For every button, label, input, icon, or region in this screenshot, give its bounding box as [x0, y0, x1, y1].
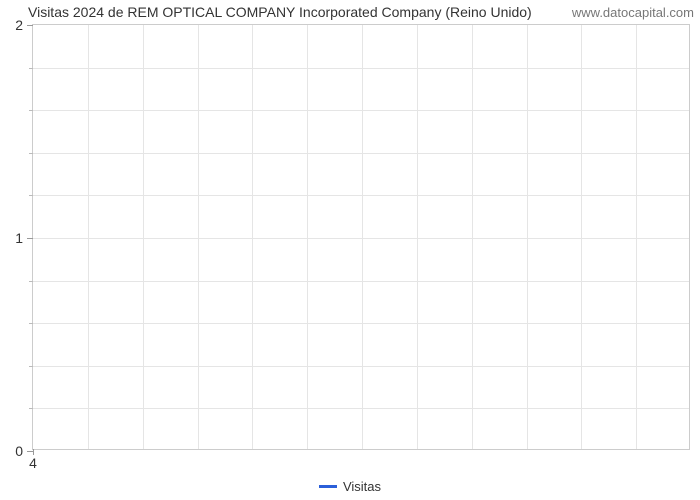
grid-horizontal [33, 153, 689, 154]
grid-vertical [143, 25, 144, 449]
legend-swatch-icon [319, 485, 337, 488]
y-minor-tick [29, 408, 33, 409]
grid-vertical [417, 25, 418, 449]
y-minor-tick [29, 153, 33, 154]
x-axis-label: 4 [29, 455, 37, 471]
chart-legend: Visitas [0, 479, 700, 494]
chart-title: Visitas 2024 de REM OPTICAL COMPANY Inco… [28, 4, 532, 20]
grid-vertical [252, 25, 253, 449]
grid-vertical [198, 25, 199, 449]
y-minor-tick [29, 195, 33, 196]
plot-region: 0124 [32, 24, 690, 450]
chart-watermark: www.datocapital.com [572, 5, 694, 20]
chart-plot-area: 0124 [32, 24, 690, 450]
grid-vertical [636, 25, 637, 449]
y-axis-label: 1 [15, 230, 23, 246]
grid-horizontal [33, 68, 689, 69]
y-minor-tick [29, 281, 33, 282]
grid-horizontal [33, 281, 689, 282]
y-axis-label: 0 [15, 443, 23, 459]
grid-vertical [472, 25, 473, 449]
y-minor-tick [29, 366, 33, 367]
legend-label: Visitas [343, 479, 381, 494]
y-minor-tick [29, 323, 33, 324]
grid-horizontal [33, 238, 689, 239]
chart-header: Visitas 2024 de REM OPTICAL COMPANY Inco… [0, 4, 700, 20]
grid-horizontal [33, 195, 689, 196]
y-axis-label: 2 [15, 17, 23, 33]
grid-vertical [581, 25, 582, 449]
y-minor-tick [29, 68, 33, 69]
grid-vertical [362, 25, 363, 449]
y-minor-tick [29, 110, 33, 111]
grid-vertical [88, 25, 89, 449]
grid-vertical [527, 25, 528, 449]
grid-horizontal [33, 408, 689, 409]
grid-horizontal [33, 323, 689, 324]
grid-horizontal [33, 366, 689, 367]
grid-horizontal [33, 110, 689, 111]
y-major-tick [27, 238, 33, 239]
y-major-tick [27, 25, 33, 26]
grid-vertical [307, 25, 308, 449]
